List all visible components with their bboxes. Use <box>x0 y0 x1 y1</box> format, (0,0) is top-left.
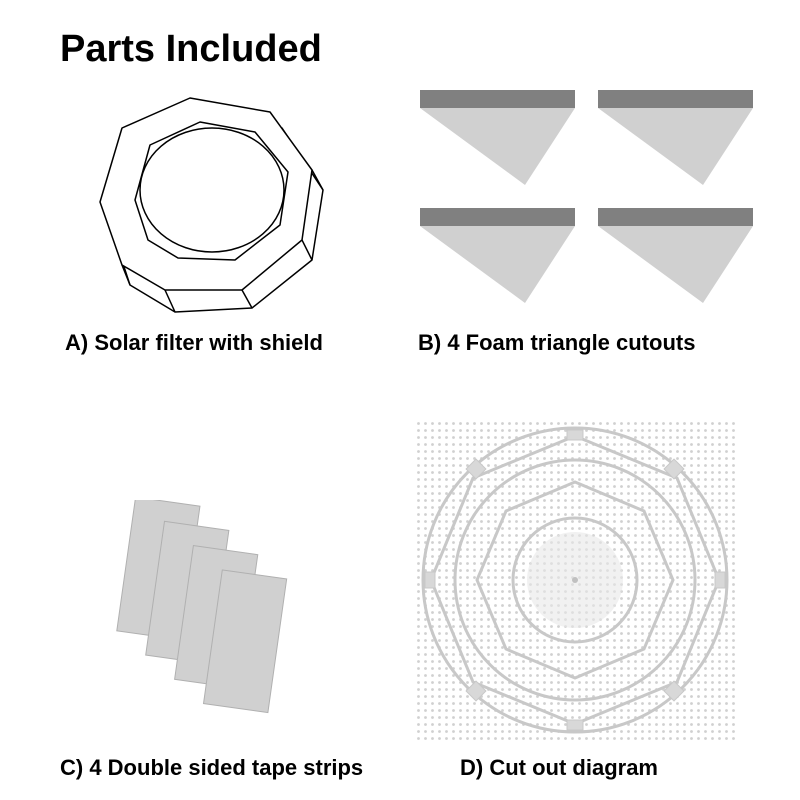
solar-filter-icon <box>80 90 350 320</box>
label-b: B) 4 Foam triangle cutouts <box>418 330 695 356</box>
foam-triangles-icon <box>420 90 760 315</box>
part-d-diagram <box>415 420 735 740</box>
label-c: C) 4 Double sided tape strips <box>60 755 363 781</box>
page-title: Parts Included <box>60 28 322 71</box>
tape-strips-icon <box>105 500 335 730</box>
part-a-diagram <box>80 90 350 320</box>
label-a: A) Solar filter with shield <box>65 330 323 356</box>
part-b-diagram <box>420 90 760 315</box>
cutout-diagram-icon <box>415 420 735 740</box>
label-d: D) Cut out diagram <box>460 755 658 781</box>
part-c-diagram <box>105 500 335 730</box>
